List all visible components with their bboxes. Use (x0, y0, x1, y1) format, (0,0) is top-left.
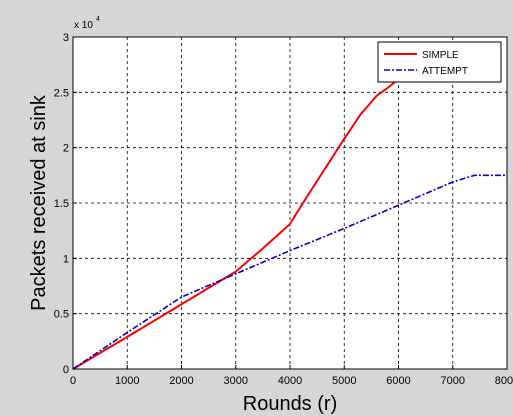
ticks (72, 36, 508, 370)
y-exponent-power: 4 (96, 16, 100, 23)
y-tick-label: 3 (63, 32, 69, 44)
legend: SIMPLE ATTEMPT (377, 41, 502, 83)
series-line-attempt (72, 174, 507, 370)
x-tick-label: 2000 (169, 375, 193, 387)
x-tick-label: 6000 (386, 375, 410, 387)
x-tick-label: 1000 (115, 375, 139, 387)
x-tick-label: 3000 (224, 375, 248, 387)
y-tick-label: 0 (63, 364, 69, 376)
x-tick-label: 5000 (332, 375, 356, 387)
legend-label-simple: SIMPLE (422, 50, 459, 61)
y-tick-label: 1.5 (54, 198, 69, 210)
x-tick-label: 0 (70, 375, 76, 387)
x-tick-label: 4000 (278, 375, 302, 387)
legend-label-attempt: ATTEMPT (422, 66, 468, 77)
gridlines (73, 37, 507, 369)
y-exponent-base: x 10 (74, 20, 93, 31)
y-axis-label: Packets received at sink (28, 94, 50, 311)
legend-box (377, 41, 502, 83)
y-tick-label: 0.5 (54, 309, 69, 321)
x-tick-label: 7000 (441, 375, 465, 387)
y-tick-label: 1 (63, 253, 69, 265)
y-tick-label: 2.5 (54, 87, 69, 99)
x-axis-label: Rounds (r) (243, 393, 337, 415)
y-tick-label: 2 (63, 143, 69, 155)
